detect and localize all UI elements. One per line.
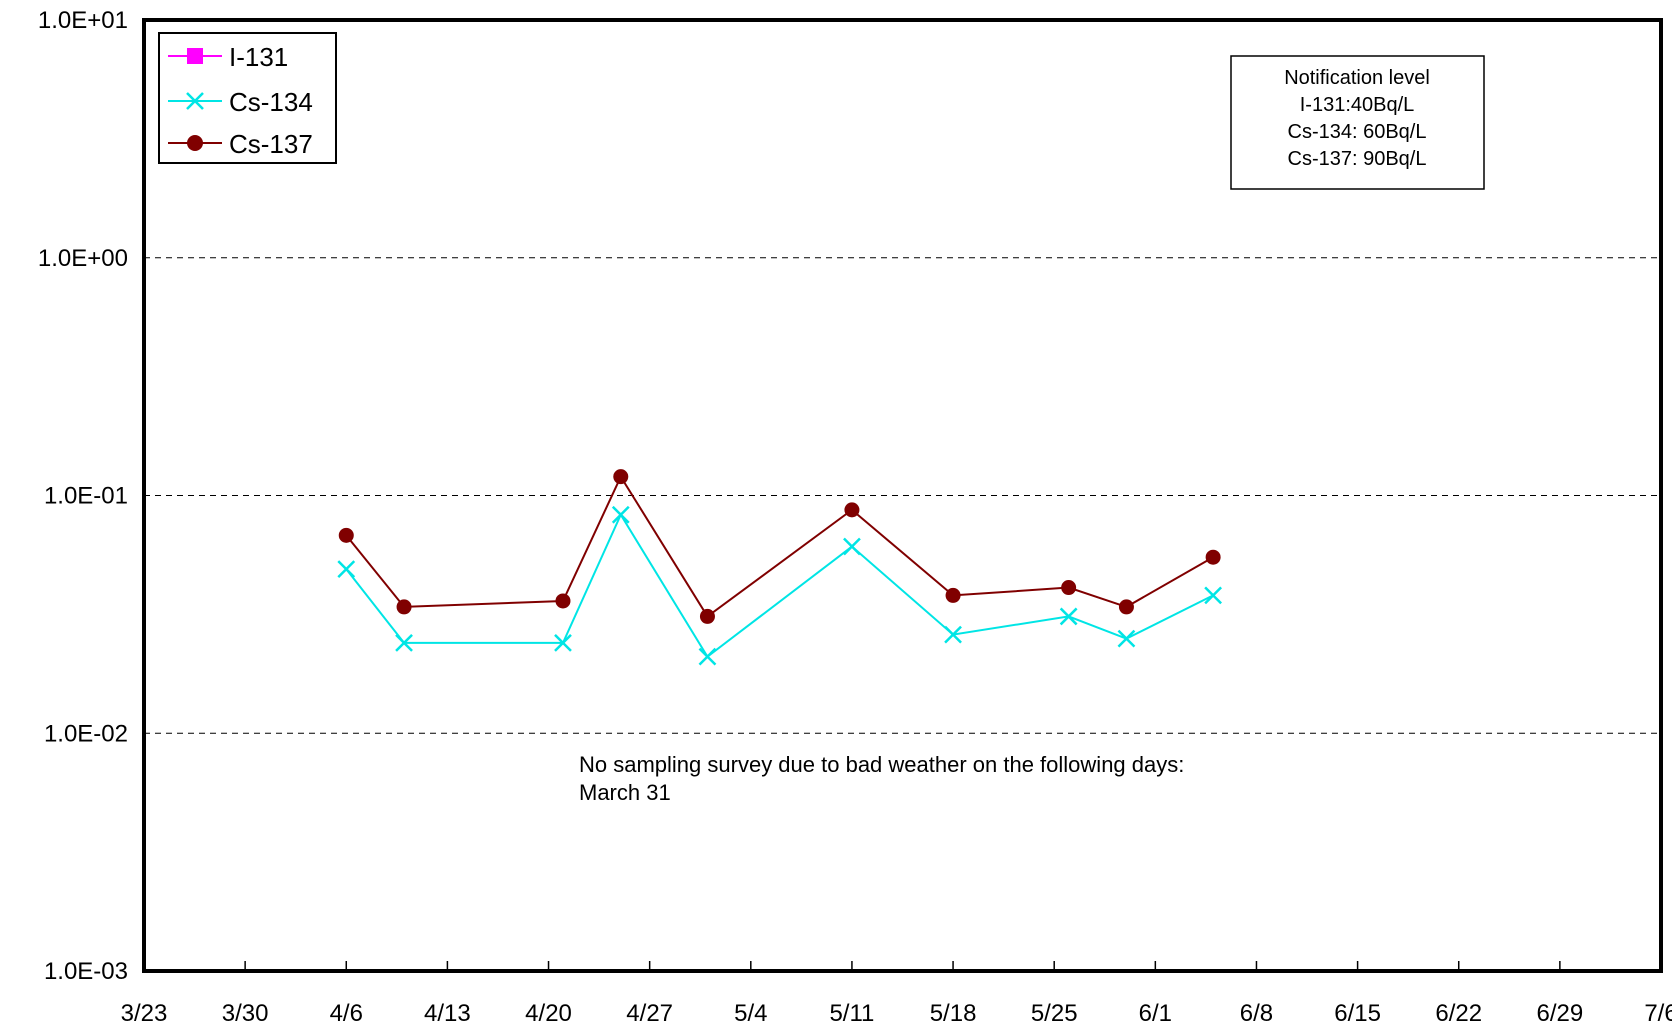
notification-line-3: Cs-134: 60Bq/L (1288, 121, 1427, 143)
data-point (337, 560, 356, 579)
legend-item-i131: I-131 (168, 42, 288, 72)
data-point (843, 537, 861, 556)
x-tick-label: 5/11 (829, 1000, 874, 1027)
series-lines (337, 469, 1223, 666)
data-point (1205, 549, 1221, 565)
x-tick-label: 6/15 (1334, 1000, 1381, 1027)
data-point (1117, 629, 1136, 648)
y-tick-label: 1.0E-01 (44, 483, 128, 510)
x-tick-label: 6/8 (1240, 1000, 1273, 1027)
x-tick-label: 4/6 (330, 1000, 363, 1027)
x-tick-label: 5/18 (930, 1000, 977, 1027)
data-point (1204, 586, 1223, 605)
x-tick-label: 3/23 (121, 1000, 168, 1027)
legend-label-i131: I-131 (229, 42, 288, 72)
y-tick-label: 1.0E-03 (44, 958, 128, 985)
notification-level-box: Notification level I-131:40Bq/L Cs-134: … (1230, 55, 1485, 190)
x-tick-label: 6/22 (1435, 1000, 1482, 1027)
data-point (554, 633, 572, 652)
series-line-cs-137 (345, 474, 1214, 618)
axes: 1.0E+01 1.0E+00 1.0E-01 1.0E-02 1.0E-03 3/23 3… (38, 7, 1672, 1027)
data-point (396, 599, 412, 615)
x-tick-label: 5/4 (734, 1000, 767, 1027)
note-line-2: March 31 (579, 780, 671, 805)
x-marker-icon (186, 92, 204, 110)
circle-marker-icon (187, 135, 203, 151)
x-tick-label: 4/20 (525, 1000, 572, 1027)
notification-box-frame (1230, 55, 1485, 190)
data-point (613, 469, 629, 485)
data-point (611, 505, 630, 524)
data-point (698, 647, 717, 666)
x-tick-label: 7/6 (1644, 1000, 1672, 1027)
legend-item-cs134: Cs-134 (168, 87, 313, 117)
y-tick-label: 1.0E-02 (44, 720, 128, 747)
plot-area-frame (142, 18, 1663, 973)
legend-label-cs137: Cs-137 (229, 129, 313, 159)
legend-item-cs137: Cs-137 (168, 129, 313, 159)
data-point (699, 608, 715, 624)
y-tick-label: 1.0E+01 (38, 7, 128, 34)
data-point (844, 502, 860, 518)
note-line-1: No sampling survey due to bad weather on… (579, 752, 1184, 777)
notification-line-4: Cs-137: 90Bq/L (1288, 148, 1427, 170)
legend-label-cs134: Cs-134 (229, 87, 313, 117)
data-point (1061, 580, 1077, 596)
notification-line-1: Notification level (1284, 67, 1430, 89)
x-tick-label: 6/29 (1537, 1000, 1584, 1027)
y-tick-label: 1.0E+00 (38, 245, 128, 272)
sampling-note: No sampling survey due to bad weather on… (579, 752, 1184, 805)
x-tick-label: 6/1 (1139, 1000, 1172, 1027)
legend: I-131 Cs-134 Cs-137 (158, 32, 337, 164)
notification-line-2: I-131:40Bq/L (1300, 94, 1415, 116)
data-point (338, 527, 354, 543)
data-point (1059, 607, 1078, 626)
series-line-cs-134 (345, 512, 1214, 659)
x-tick-label: 4/27 (626, 1000, 673, 1027)
x-tick-label: 5/25 (1031, 1000, 1078, 1027)
data-point (945, 587, 961, 603)
data-point (1118, 599, 1134, 615)
x-tick-label: 3/30 (222, 1000, 269, 1027)
x-tick-label: 4/13 (424, 1000, 471, 1027)
data-point (395, 633, 413, 652)
square-marker-icon (187, 48, 203, 64)
data-point (944, 625, 962, 644)
data-point (555, 593, 571, 609)
